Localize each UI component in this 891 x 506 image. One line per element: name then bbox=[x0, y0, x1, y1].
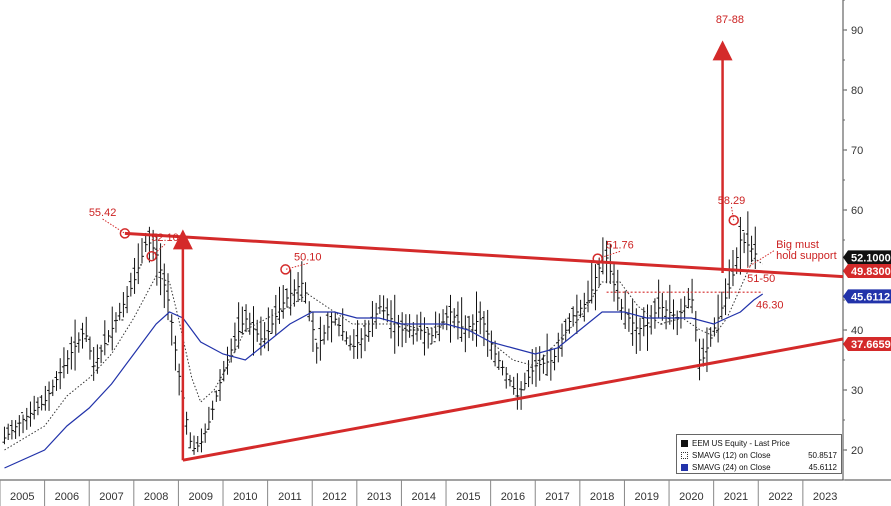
x-tick-label: 2007 bbox=[99, 491, 123, 503]
y-tick-label: 30 bbox=[851, 385, 863, 397]
x-tick-label: 2015 bbox=[456, 491, 480, 503]
chart-legend: EEM US Equity - Last Price SMAVG (12) on… bbox=[676, 434, 842, 474]
x-tick-label: 2013 bbox=[367, 491, 391, 503]
y-tick-label: 20 bbox=[851, 445, 863, 457]
x-tick-label: 2005 bbox=[10, 491, 34, 503]
y-tick-label: 70 bbox=[851, 145, 863, 157]
x-tick-label: 2021 bbox=[724, 491, 748, 503]
legend-label: SMAVG (24) on Close bbox=[692, 462, 771, 472]
annotation-text: hold support bbox=[776, 250, 837, 262]
peak-marker bbox=[280, 264, 291, 275]
price-tag-label: 45.6112 bbox=[851, 291, 890, 303]
peak-label: 50.10 bbox=[294, 251, 322, 263]
price-tag bbox=[843, 250, 891, 265]
legend-item-smavg-24: SMAVG (24) on Close 45.6112 bbox=[681, 461, 837, 473]
peak-leader bbox=[102, 218, 126, 234]
price-tag bbox=[843, 289, 891, 304]
annotation-text: 46.30 bbox=[756, 299, 784, 311]
smavg-24-line bbox=[4, 293, 764, 469]
legend-item-last-price: EEM US Equity - Last Price bbox=[681, 437, 837, 449]
x-tick-label: 2016 bbox=[501, 491, 525, 503]
legend-swatch-smavg-12 bbox=[681, 451, 688, 459]
peak-marker bbox=[119, 228, 131, 239]
peak-label: 52.10 bbox=[151, 232, 179, 244]
price-tag-label: 52.1000 bbox=[851, 252, 891, 264]
x-tick-label: 2023 bbox=[813, 491, 837, 503]
legend-value: 45.6112 bbox=[808, 462, 837, 472]
price-bars-group bbox=[2, 211, 758, 455]
peak-label: 58.29 bbox=[718, 195, 746, 207]
smavg-12-line bbox=[4, 257, 763, 451]
y-tick-label: 90 bbox=[851, 25, 863, 37]
peak-marker bbox=[728, 214, 739, 226]
legend-label: EEM US Equity - Last Price bbox=[692, 438, 790, 448]
peak-label: 51.76 bbox=[606, 239, 634, 251]
legend-swatch-last-price bbox=[681, 439, 688, 447]
x-tick-label: 2006 bbox=[55, 491, 79, 503]
annotation-text: Big must bbox=[776, 239, 819, 251]
legend-item-smavg-12: SMAVG (12) on Close 50.8517 bbox=[681, 449, 837, 461]
trendline-upper-resistance bbox=[124, 231, 844, 279]
legend-value: 50.8517 bbox=[808, 450, 837, 460]
x-tick-label: 2014 bbox=[411, 491, 435, 503]
y-tick-label: 60 bbox=[851, 205, 863, 217]
price-tag bbox=[843, 264, 891, 279]
x-tick-label: 2011 bbox=[278, 491, 302, 503]
x-tick-label: 2019 bbox=[635, 491, 659, 503]
price-tag bbox=[843, 336, 891, 351]
annotation-text: 87-88 bbox=[716, 14, 744, 26]
x-tick-label: 2009 bbox=[188, 491, 212, 503]
x-tick-label: 2020 bbox=[679, 491, 703, 503]
peak-label: 55.42 bbox=[89, 207, 117, 219]
peak-leader bbox=[285, 262, 308, 270]
peak-leader bbox=[597, 250, 621, 260]
legend-swatch-smavg-24 bbox=[681, 463, 688, 471]
peak-leader bbox=[151, 243, 166, 257]
y-tick-label: 80 bbox=[851, 85, 863, 97]
x-tick-label: 2012 bbox=[322, 491, 346, 503]
x-tick-label: 2018 bbox=[590, 491, 614, 503]
x-tick-label: 2008 bbox=[144, 491, 168, 503]
trendline-lower-support bbox=[182, 337, 844, 462]
y-tick-label: 40 bbox=[851, 325, 863, 337]
x-tick-label: 2022 bbox=[768, 491, 792, 503]
x-tick-label: 2017 bbox=[545, 491, 569, 503]
annotation-text: 51-50 bbox=[747, 273, 775, 285]
peak-leader bbox=[730, 206, 735, 221]
peak-marker bbox=[592, 253, 603, 264]
price-tag-label: 37.6659 bbox=[851, 339, 891, 351]
price-tag-label: 49.8300 bbox=[851, 266, 891, 278]
support-note-leader bbox=[746, 250, 775, 269]
legend-label: SMAVG (12) on Close bbox=[692, 450, 771, 460]
x-tick-label: 2010 bbox=[233, 491, 257, 503]
peak-marker bbox=[146, 250, 157, 262]
